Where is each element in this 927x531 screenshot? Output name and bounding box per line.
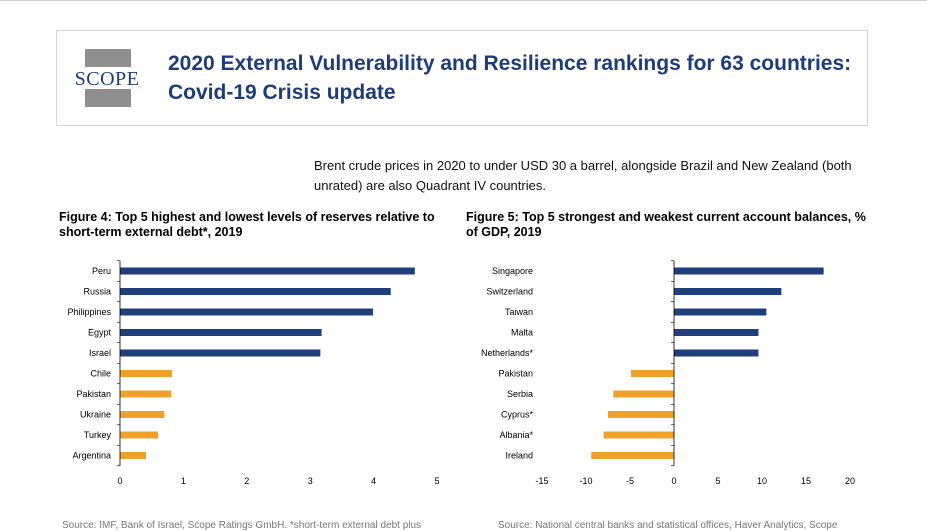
x-tick-label: -15	[535, 476, 548, 486]
bar-serbia	[613, 390, 674, 398]
figure-5-title: Figure 5: Top 5 strongest and weakest cu…	[466, 210, 866, 239]
bar-turkey	[120, 431, 159, 439]
x-tick-label: -10	[579, 476, 592, 486]
bar-pakistan	[120, 390, 172, 398]
category-label: Cyprus*	[501, 410, 534, 420]
category-label: Russia	[83, 287, 111, 297]
figure-5-source: Source: National central banks and stati…	[498, 520, 838, 531]
category-label: Taiwan	[505, 307, 533, 317]
bar-cyprus	[608, 411, 674, 418]
report-header: SCOPE 2020 External Vulnerability and Re…	[56, 30, 868, 126]
intro-paragraph: Brent crude prices in 2020 to under USD …	[314, 158, 852, 193]
category-label: Singapore	[492, 266, 533, 276]
category-label: Pakistan	[498, 369, 533, 379]
bar-philippines	[120, 308, 373, 316]
figure-5-chart: Singapore Switzerland Taiwan Malta Netherlan…	[481, 260, 855, 486]
figure-4-source: Source: IMF, Bank of Israel, Scope Ratin…	[62, 520, 422, 531]
bar-malta	[674, 329, 759, 336]
category-label: Ireland	[505, 451, 533, 461]
bar-netherlands	[674, 349, 759, 357]
bar-pakistan	[630, 370, 674, 377]
bar-russia	[120, 288, 391, 295]
scope-logo: SCOPE	[67, 47, 147, 109]
category-label: Argentina	[72, 451, 111, 461]
category-label: Israel	[89, 348, 111, 358]
bar-ireland	[591, 452, 674, 459]
bar-peru	[120, 267, 415, 275]
x-tick-label: 10	[757, 476, 767, 486]
category-label: Philippines	[67, 307, 111, 317]
x-tick-label: 20	[845, 476, 855, 486]
x-tick-label: 0	[671, 476, 676, 486]
category-label: Albania*	[499, 430, 533, 440]
bar-chile	[120, 370, 172, 377]
category-label: Egypt	[88, 328, 112, 338]
x-tick-label: 1	[181, 476, 186, 486]
bar-israel	[120, 349, 321, 357]
bar-albania	[603, 431, 674, 439]
x-tick-label: 15	[801, 476, 811, 486]
bar-singapore	[674, 267, 824, 275]
category-label: Pakistan	[76, 389, 111, 399]
bar-taiwan	[674, 308, 767, 316]
category-label: Ukraine	[80, 410, 111, 420]
category-label: Peru	[92, 266, 111, 276]
figure-4-title: Figure 4: Top 5 highest and lowest level…	[59, 210, 435, 239]
bar-switzerland	[674, 288, 782, 295]
x-tick-label: 0	[117, 476, 122, 486]
page-title: 2020 External Vulnerability and Resilien…	[168, 52, 852, 104]
x-tick-label: 4	[371, 476, 376, 486]
bar-ukraine	[120, 411, 165, 418]
category-label: Netherlands*	[481, 348, 534, 358]
bar-egypt	[120, 329, 322, 336]
x-tick-label: 5	[715, 476, 720, 486]
logo-text: SCOPE	[74, 68, 140, 90]
category-label: Switzerland	[486, 287, 533, 297]
x-tick-label: 2	[244, 476, 249, 486]
bar-argentina	[120, 452, 146, 459]
category-label: Serbia	[507, 389, 533, 399]
top-border	[0, 0, 927, 1]
x-tick-label: 5	[434, 476, 439, 486]
category-label: Turkey	[84, 430, 112, 440]
figure-4-chart: Peru Russia Philippines Egypt Israel Chile Pak…	[67, 260, 440, 486]
category-label: Chile	[90, 369, 111, 379]
x-tick-label: 3	[308, 476, 313, 486]
category-label: Malta	[511, 328, 533, 338]
x-tick-label: -5	[626, 476, 634, 486]
